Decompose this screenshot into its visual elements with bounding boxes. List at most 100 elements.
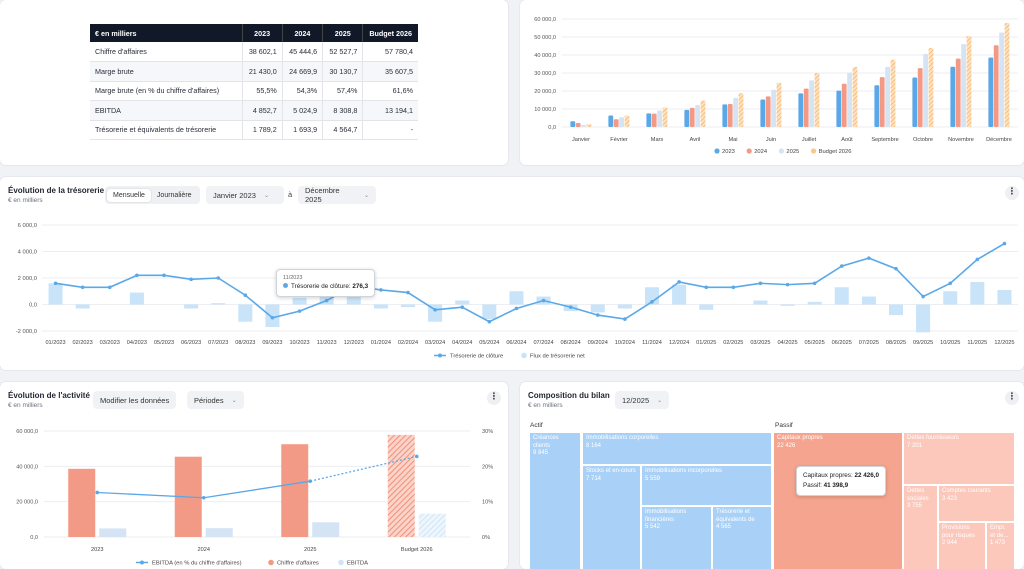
flux-bar bbox=[590, 304, 605, 313]
treemap-tile[interactable]: Empr. et de... 1 473 bbox=[986, 522, 1015, 569]
y-tick-label: 4 000,0 bbox=[18, 250, 37, 256]
flux-bar bbox=[509, 291, 524, 305]
flux-bar bbox=[780, 304, 795, 306]
y-tick-label: 40 000,0 bbox=[16, 464, 38, 470]
treemap-tile-label: Dettes sociales bbox=[907, 488, 929, 502]
table-cell: 30 130,7 bbox=[322, 61, 364, 82]
flux-bar bbox=[265, 304, 280, 328]
flux-bar bbox=[699, 304, 714, 310]
x-tick-label: 06/2024 bbox=[506, 340, 526, 346]
treemap-tile-value: 5 542 bbox=[645, 524, 661, 530]
start-period-select[interactable]: Janvier 2023 ⌄ bbox=[206, 186, 284, 204]
activity-more-icon[interactable]: ⋮ bbox=[487, 391, 501, 405]
bar-2023 bbox=[988, 57, 994, 127]
x-tick-label: Juin bbox=[766, 137, 776, 143]
flux-bar bbox=[889, 304, 903, 316]
treasury-point bbox=[243, 293, 248, 298]
treasury-more-icon[interactable]: ⋮ bbox=[1005, 186, 1019, 200]
treasury-point bbox=[595, 313, 600, 317]
balance-period-select[interactable]: 12/2025 ⌄ bbox=[615, 391, 670, 409]
bar-2024 bbox=[917, 68, 923, 127]
legend-dot-icon bbox=[811, 148, 817, 154]
y-tick-label: 40 000,0 bbox=[534, 53, 556, 59]
treemap-tile-label: Créances clients bbox=[533, 435, 559, 449]
treemap-tile[interactable]: Dettes fournisseurs 7 201 bbox=[903, 432, 1015, 485]
modify-data-button[interactable]: Modifier les données bbox=[93, 391, 177, 409]
bar-2025 bbox=[809, 80, 814, 127]
treasury-point bbox=[107, 285, 112, 290]
revenue-bar bbox=[387, 434, 415, 537]
legend-label: EBITDA (en % du chiffre d'affaires) bbox=[152, 561, 242, 567]
y-tick-label: 0,0 bbox=[30, 535, 38, 541]
end-period-value: Décembre 2025 bbox=[305, 186, 340, 204]
treasury-point bbox=[135, 273, 139, 278]
treemap-tile[interactable]: Capitaux propres 22 426 bbox=[773, 432, 903, 569]
ebitda-pct-point bbox=[414, 454, 419, 459]
treemap-tile[interactable]: Immobilisations financières 5 542 bbox=[641, 506, 712, 569]
bar-2025 bbox=[923, 53, 928, 127]
periods-select[interactable]: Périodes ⌄ bbox=[187, 391, 244, 409]
legend-dot-icon bbox=[778, 148, 784, 154]
bar-2025 bbox=[619, 117, 624, 127]
treemap-tile-value: 9 845 bbox=[533, 450, 549, 456]
x-tick-label: 04/2024 bbox=[452, 340, 472, 346]
bar-2023 bbox=[912, 77, 918, 127]
x-tick-label: Septembre bbox=[871, 137, 898, 143]
x-tick-label: Août bbox=[841, 137, 853, 143]
bar-2025 bbox=[581, 124, 586, 127]
x-tick-label: Janvier bbox=[572, 137, 590, 143]
treasury-point bbox=[839, 264, 844, 268]
tooltip-dot-icon bbox=[283, 283, 288, 288]
flux-bar bbox=[834, 287, 849, 305]
summary-table: € en milliers 2023 2024 2025 Budget 2026… bbox=[90, 24, 418, 140]
treasury-title: Évolution de la trésorerie bbox=[8, 186, 105, 195]
treasury-point bbox=[324, 298, 329, 303]
treemap-tile[interactable]: Créances clients 9 845 bbox=[529, 432, 581, 569]
flux-bar bbox=[373, 304, 388, 309]
table-cell: 1 789,2 bbox=[242, 120, 283, 140]
x-tick-label: 03/2023 bbox=[100, 340, 120, 346]
treasury-point bbox=[379, 288, 383, 292]
treemap-tile-value: 22 426 bbox=[777, 442, 796, 449]
flux-bar bbox=[455, 300, 470, 305]
table-header-cell: 2025 bbox=[322, 24, 364, 42]
treasury-point bbox=[433, 308, 437, 312]
x-tick-label: 04/2023 bbox=[127, 340, 147, 346]
treemap-tile[interactable]: Comptes courants 3 423 bbox=[938, 485, 1015, 522]
x-tick-label: 11/2025 bbox=[967, 340, 987, 346]
table-cell: 1 693,9 bbox=[282, 120, 324, 140]
legend-label: Budget 2026 bbox=[819, 149, 852, 155]
balance-more-icon[interactable]: ⋮ bbox=[1005, 391, 1019, 405]
toggle-mensuelle[interactable]: Mensuelle bbox=[107, 188, 151, 202]
bar-budget-2026 bbox=[662, 107, 668, 127]
table-row: EBITDA 4 852,7 5 024,9 8 308,8 13 194,1 bbox=[90, 100, 418, 121]
y-tick-label: 10 000,0 bbox=[534, 107, 556, 113]
treemap-tile[interactable]: Stocks et en-cours 7 714 bbox=[582, 465, 641, 569]
treemap-tile[interactable]: Dettes sociales 3 755 bbox=[903, 485, 938, 569]
treemap-tile[interactable]: Immobilisations incorporelles 5 559 bbox=[641, 465, 772, 506]
end-period-select[interactable]: Décembre 2025 ⌄ bbox=[298, 186, 376, 204]
treemap-tile[interactable]: Provisions pour risques 2 944 bbox=[938, 522, 986, 569]
table-cell: EBITDA bbox=[90, 100, 243, 121]
y-tick-label: 60 000,0 bbox=[16, 429, 38, 435]
x-tick-label: 01/2024 bbox=[371, 340, 391, 346]
y2-tick-label: 30% bbox=[482, 429, 493, 435]
treasury-point bbox=[812, 281, 817, 286]
balance-sheet-card: Composition du bilan € en milliers 12/20… bbox=[520, 382, 1024, 569]
bar-2025 bbox=[885, 66, 890, 127]
treasury-point bbox=[975, 257, 980, 262]
bar-budget-2026 bbox=[928, 47, 934, 128]
y2-tick-label: 0% bbox=[482, 535, 490, 541]
treemap-tile-label: Capitaux propres bbox=[777, 435, 823, 441]
treemap-tile-value: 1 473 bbox=[990, 540, 1006, 546]
bar-budget-2026 bbox=[738, 93, 744, 127]
treemap-tile[interactable]: Immobilisations corporelles 8 164 bbox=[582, 432, 772, 465]
y2-tick-label: 20% bbox=[482, 464, 493, 470]
treasury-point bbox=[921, 294, 925, 299]
bar-2025 bbox=[733, 97, 738, 127]
periods-label: Périodes bbox=[194, 395, 224, 405]
x-tick-label: 08/2025 bbox=[886, 340, 906, 346]
toggle-journaliere[interactable]: Journalière bbox=[156, 191, 192, 199]
treemap-tile[interactable]: Trésorerie et équivalents de 4 565 bbox=[712, 506, 772, 569]
flux-bar bbox=[916, 304, 931, 333]
